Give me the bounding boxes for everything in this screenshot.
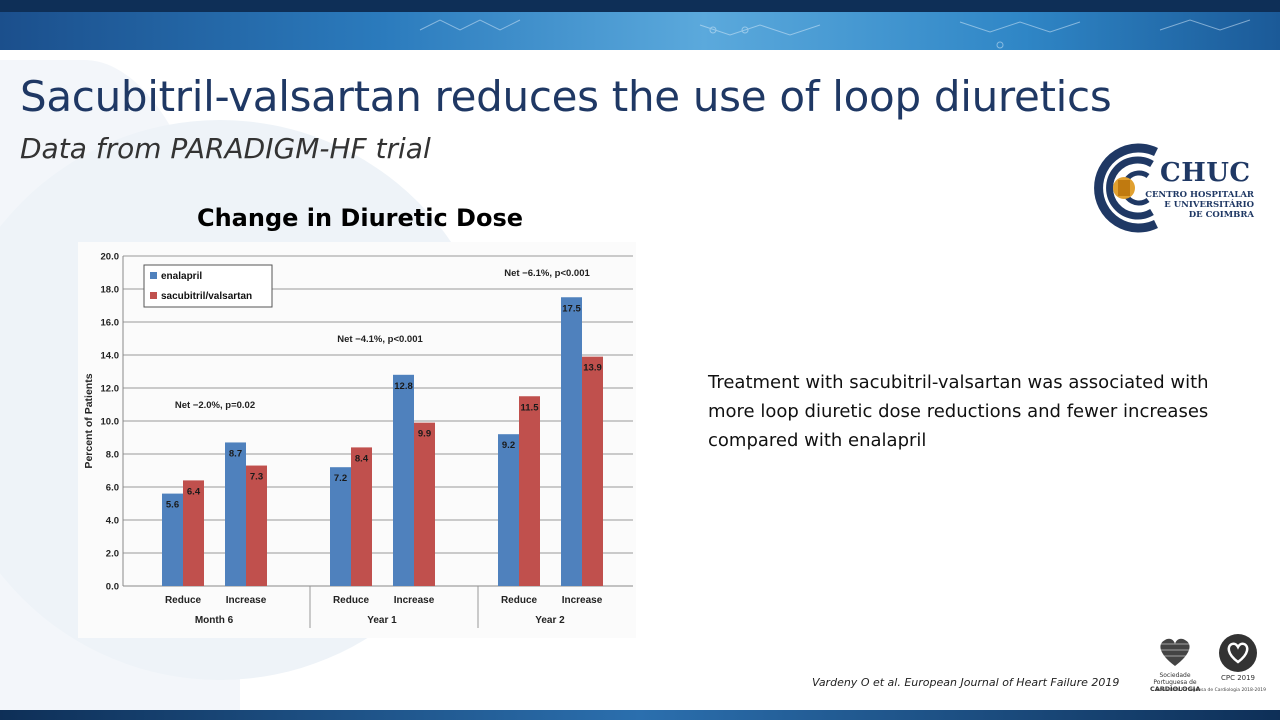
x-category-label: Reduce [165,595,202,606]
y-tick-label: 8.0 [106,450,119,461]
slide-title: Sacubitril-valsartan reduces the use of … [20,72,1112,121]
heart-logo-icon [1160,638,1190,666]
bar-sacubitril_valsartan [351,447,372,586]
bar-value-label: 9.9 [418,429,431,440]
x-period-label: Month 6 [195,615,234,626]
legend-label: enalapril [161,271,202,282]
net-annotation: Net −6.1%, p<0.001 [504,268,590,279]
x-category-label: Increase [394,595,435,606]
bar-sacubitril_valsartan [414,422,435,586]
y-tick-label: 4.0 [106,516,119,527]
bar-value-label: 13.9 [583,363,602,374]
bar-sacubitril_valsartan [582,356,603,586]
header-banner [0,0,1280,50]
legend-box [143,264,273,308]
y-tick-label: 2.0 [106,549,119,560]
citation: Vardeny O et al. European Journal of Hea… [812,676,1120,689]
x-category-label: Increase [226,595,267,606]
y-tick-label: 12.0 [101,384,120,395]
summary-text: Treatment with sacubitril-valsartan was … [708,372,1209,451]
y-tick-label: 0.0 [106,582,119,593]
y-tick-label: 20.0 [101,252,120,263]
x-period-label: Year 1 [367,615,397,626]
chuc-sub-line-3: DE COIMBRA [1188,210,1254,220]
bar-value-label: 12.8 [394,381,413,392]
cpc-emblem [1219,634,1257,672]
footer-bar [0,710,1280,720]
x-period-label: Year 2 [535,615,565,626]
y-tick-label: 10.0 [101,417,120,428]
bar-value-label: 17.5 [562,303,581,314]
bar-enalapril [393,374,414,586]
chuc-logo-name: CHUC [1160,158,1251,188]
bar-enalapril [330,467,351,586]
spc-logo: Sociedade Portuguesa de CARDIOLOGIA [1150,634,1200,694]
bar-value-label: 11.5 [521,402,540,413]
legend-swatch [150,292,157,299]
cpc-name: CPC 2019 [1220,674,1256,682]
bar-enalapril [225,442,246,586]
chuc-logo [1068,138,1268,238]
bar-value-label: 7.2 [334,473,347,484]
bar-sacubitril_valsartan [183,480,204,586]
y-tick-label: 6.0 [106,483,119,494]
x-category-label: Reduce [333,595,370,606]
y-axis-label: Percent of Patients [83,373,95,468]
cpc-logo: CPC 2019 [1213,634,1263,684]
y-tick-label: 16.0 [101,318,120,329]
cpc-heart-icon [1227,642,1249,664]
y-tick-label: 14.0 [101,351,120,362]
bar-value-label: 5.6 [166,500,179,511]
x-category-label: Increase [562,595,603,606]
legend-swatch [150,272,157,279]
chuc-emblem-icon [1094,143,1158,233]
chart-heading: Change in Diuretic Dose [196,204,524,232]
bar-value-label: 9.2 [502,440,515,451]
chuc-sub-line-1: CENTRO HOSPITALAR [1145,190,1254,200]
spc-small-text: Sociedade Portuguesa de [1153,672,1197,686]
bar-sacubitril_valsartan [519,396,540,586]
slide-subtitle: Data from PARADIGM-HF trial [20,132,431,165]
bar-enalapril [498,434,519,586]
banner-molecule-pattern [419,19,1251,49]
header-banner-top [0,0,1280,12]
bar-value-label: 8.7 [229,448,242,459]
bar-value-label: 7.3 [250,472,263,483]
x-category-label: Reduce [501,595,538,606]
spc-name: CARDIOLOGIA [1150,685,1201,693]
bar-sacubitril_valsartan [246,465,267,586]
bar-value-label: 8.4 [355,453,369,464]
chuc-logo-subtitle: CENTRO HOSPITALAR E UNIVERSITÁRIO DE COI… [1144,190,1254,220]
chuc-sub-line-2: E UNIVERSITÁRIO [1164,200,1254,210]
net-annotation: Net −4.1%, p<0.001 [337,334,423,345]
bar-enalapril [561,297,582,586]
legend-label: sacubitril/valsartan [161,291,252,302]
chart-panel: 0.0 2.0 4.0 6.0 8.0 10.0 12.0 14.0 16.0 18.0 20.0 P… [78,242,636,638]
bar-enalapril [162,493,183,586]
net-annotation: Net −2.0%, p=0.02 [175,400,255,411]
bar-value-label: 6.4 [187,486,201,497]
bar-chart: 0.0 2.0 4.0 6.0 8.0 10.0 12.0 14.0 16.0 18.0 20.0 P… [83,252,633,628]
spc-footer-text: Sociedade Portuguesa de Cardiologia 2018… [1156,688,1266,693]
y-tick-label: 18.0 [101,285,120,296]
